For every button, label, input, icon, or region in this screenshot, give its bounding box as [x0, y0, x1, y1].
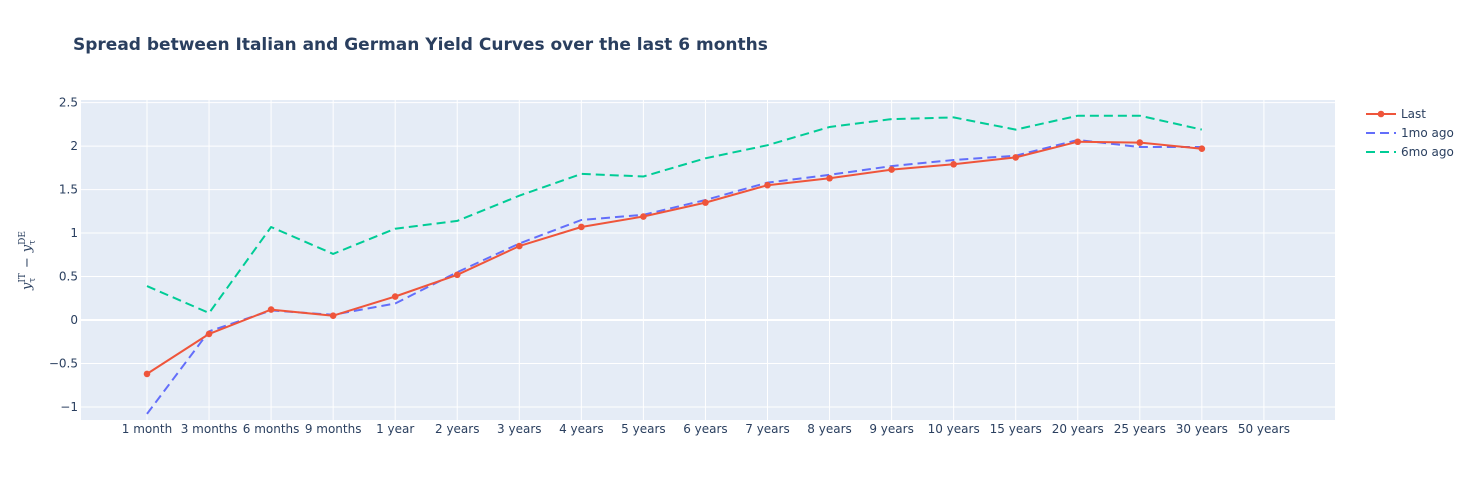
x-tick-label: 50 years [1238, 422, 1290, 436]
x-tick-label: 2 years [435, 422, 479, 436]
x-tick-label: 30 years [1176, 422, 1228, 436]
data-point [329, 312, 337, 319]
x-tick-label: 4 years [559, 422, 603, 436]
data-point [1012, 154, 1019, 161]
svg-text:yτIT−yτDE: yτIT−yτDE [18, 231, 38, 291]
y-tick-label: 0 [70, 313, 78, 327]
legend-item-6mo-ago[interactable]: 6mo ago [1366, 145, 1454, 159]
series-line-1mo-ago [146, 139, 1202, 415]
x-tick-label: 9 years [869, 422, 913, 436]
series-lines [143, 114, 1206, 415]
x-tick-label: 10 years [928, 422, 980, 436]
x-tick-label: 5 years [621, 422, 665, 436]
x-tick-label: 8 years [807, 422, 851, 436]
legend-label: 1mo ago [1401, 126, 1454, 140]
x-tick-label: 7 years [745, 422, 789, 436]
data-point [516, 242, 523, 250]
x-tick-label: 3 years [497, 422, 541, 436]
y-tick-label: 0.5 [59, 270, 78, 284]
plot-area [81, 100, 1335, 420]
data-point [578, 223, 585, 231]
data-point [640, 213, 647, 220]
data-point [826, 174, 833, 182]
data-point [391, 293, 399, 300]
data-point [702, 199, 709, 206]
data-point [1136, 139, 1144, 146]
x-tick-label: 1 month [122, 422, 172, 436]
series-line-6mo-ago [146, 114, 1203, 314]
x-tick-label: 3 months [181, 422, 238, 436]
data-point [205, 330, 213, 338]
data-point [888, 166, 895, 173]
data-point [1074, 138, 1082, 146]
legend-item-1mo-ago[interactable]: 1mo ago [1366, 126, 1454, 140]
data-point [1198, 145, 1206, 152]
legend-marker [1377, 110, 1385, 118]
data-point [950, 161, 957, 168]
series-line-last [146, 140, 1202, 375]
chart-title: Spread between Italian and German Yield … [73, 35, 768, 55]
x-tick-label: 6 months [243, 422, 300, 436]
x-axis-ticks: 1 month 3 months 6 months 9 months 1 year 2 y… [122, 422, 1290, 436]
y-tick-label: −1 [60, 400, 78, 414]
x-tick-label: 6 years [683, 422, 727, 436]
legend-label: Last [1401, 107, 1426, 121]
y-axis-label: yτIT−yτDE [18, 231, 38, 291]
y-tick-label: 2 [70, 139, 78, 153]
y-tick-label: 1 [70, 226, 78, 240]
x-tick-label: 1 year [376, 422, 414, 436]
y-tick-label: −0.5 [49, 356, 78, 370]
x-tick-label: 15 years [990, 422, 1042, 436]
legend-item-last[interactable]: Last [1366, 107, 1426, 121]
data-point [764, 181, 771, 189]
y-axis-ticks: −1 −0.5 0 0.5 1 1.5 2 2.5 [49, 96, 78, 414]
y-tick-label: 2.5 [59, 96, 78, 110]
x-tick-label: 25 years [1114, 422, 1166, 436]
x-tick-label: 9 months [305, 422, 362, 436]
legend-label: 6mo ago [1401, 145, 1454, 159]
data-point [143, 370, 151, 378]
x-tick-label: 20 years [1052, 422, 1104, 436]
legend[interactable]: Last 1mo ago 6mo ago [1366, 107, 1454, 159]
y-tick-label: 1.5 [59, 183, 78, 197]
data-point [453, 271, 461, 279]
data-point [267, 306, 275, 313]
